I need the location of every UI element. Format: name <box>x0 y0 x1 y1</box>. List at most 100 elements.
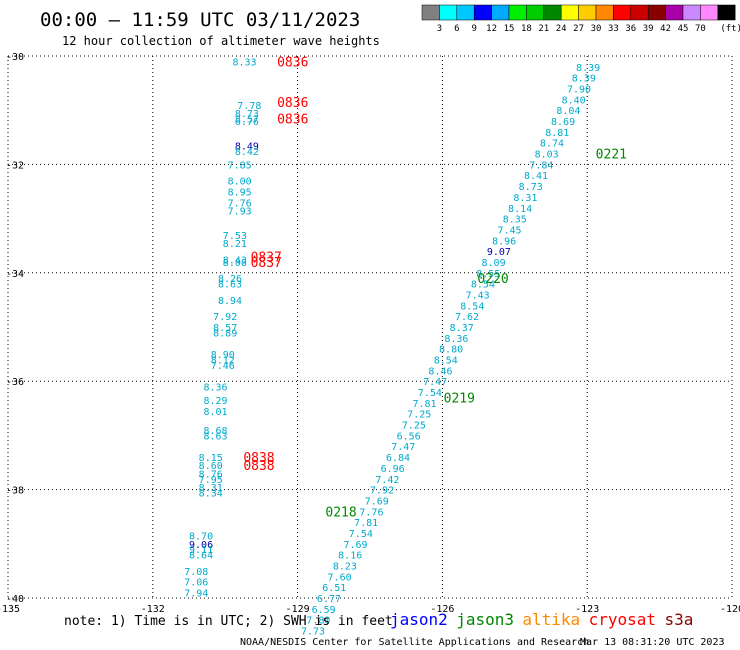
x-tick-label: -126 <box>430 604 454 615</box>
wave-height-label: 7.53 <box>223 231 247 242</box>
wave-height-label: 7.60 <box>328 572 352 583</box>
wave-height-label: 7.93 <box>228 206 252 217</box>
wave-height-label: 8.29 <box>203 396 227 407</box>
wave-height-label: 8.90 <box>211 350 235 361</box>
wave-height-label: 8.70 <box>189 532 213 543</box>
wave-height-label: 8.54 <box>434 356 458 367</box>
wave-height-label: 7.45 <box>497 225 521 236</box>
colorbar-swatch <box>473 4 492 21</box>
colorbar-label: 9 <box>471 24 476 34</box>
colorbar: 3 6 9 12 15 18 21 24 27 30 33 36 39 42 45 70 (ft) <box>421 4 740 34</box>
colorbar-label: 6 <box>454 24 459 34</box>
colorbar-swatch <box>647 4 666 21</box>
wave-height-label: 7.42 <box>375 475 399 486</box>
wave-height-label: 7.92 <box>370 486 394 497</box>
wave-height-label: 8.46 <box>428 366 452 377</box>
x-tick-label: -135 <box>0 604 20 615</box>
y-tick-label: -34 <box>6 269 24 280</box>
wave-height-label: 7.47 <box>391 442 415 453</box>
wave-height-label: 8.64 <box>189 551 213 562</box>
wave-height-label: 8.09 <box>482 258 506 269</box>
x-tick-label: -129 <box>286 604 310 615</box>
wave-height-label: 8.54 <box>460 301 484 312</box>
wave-height-label: 8.89 <box>213 328 237 339</box>
colorbar-label: 24 <box>556 24 567 34</box>
x-tick-label: -132 <box>141 604 165 615</box>
wave-height-label: 8.41 <box>524 171 548 182</box>
pass-time-label: 0219 <box>444 391 475 406</box>
wave-height-label: 6.51 <box>322 583 346 594</box>
legend-item-altika: altika <box>522 610 580 629</box>
wave-height-label: 8.54 <box>471 280 495 291</box>
wave-height-label: 7.54 <box>418 388 442 399</box>
wave-height-label: 7.25 <box>407 410 431 421</box>
pass-time-label: 0836 <box>277 112 308 127</box>
wave-height-label: 7.47 <box>423 377 447 388</box>
colorbar-unit: (ft) <box>720 24 740 34</box>
colorbar-swatch <box>613 4 632 21</box>
y-tick-label: -32 <box>6 160 24 171</box>
wave-height-label: 7.06 <box>184 578 208 589</box>
wave-height-label: 7.94 <box>184 589 208 600</box>
pass-time-label: 0838 <box>243 451 274 466</box>
wave-height-label: 8.42 <box>235 147 259 158</box>
wave-height-label: 9.06 <box>189 540 213 551</box>
colorbar-swatch <box>682 4 701 21</box>
colorbar-swatch <box>491 4 510 21</box>
colorbar-label: 45 <box>678 24 689 34</box>
legend-item-jason2: jason2 <box>390 610 448 629</box>
wave-height-label: 6.59 <box>312 605 336 616</box>
wave-height-label: 8.37 <box>450 323 474 334</box>
pass-time-label: 0837 <box>251 251 282 266</box>
wave-height-label: 8.03 <box>535 150 559 161</box>
wave-height-label: 8.49 <box>235 141 259 152</box>
wave-height-label: 7.46 <box>211 361 235 372</box>
colorbar-label: 12 <box>486 24 497 34</box>
legend-item-s3a: s3a <box>665 610 694 629</box>
colorbar-swatch <box>665 4 684 21</box>
wave-height-label: 7.08 <box>184 567 208 578</box>
colorbar-swatch <box>560 4 579 21</box>
wave-height-label: 8.04 <box>556 106 580 117</box>
wave-height-label: 8.57 <box>235 114 259 125</box>
wave-height-label: 7.84 <box>529 160 553 171</box>
wave-height-label: 8.21 <box>223 239 247 250</box>
colorbar-swatch <box>421 4 440 21</box>
wave-height-label: 7.92 <box>213 312 237 323</box>
wave-height-label: 8.36 <box>203 383 227 394</box>
pass-time-label: 0220 <box>477 272 508 287</box>
pass-time-label: 0838 <box>243 459 274 474</box>
wave-height-label: 8.60 <box>199 461 223 472</box>
wave-height-label: 7.25 <box>402 421 426 432</box>
wave-height-label: 8.31 <box>513 193 537 204</box>
pass-time-label: 0836 <box>277 55 308 70</box>
colorbar-swatch <box>508 4 527 21</box>
wave-height-label: 6.96 <box>381 464 405 475</box>
x-tick-label: -120 <box>720 604 740 615</box>
wave-height-label: 8.76 <box>199 469 223 480</box>
wave-height-label: 8.40 <box>562 95 586 106</box>
wave-height-label: 6.84 <box>386 453 410 464</box>
y-tick-label: -30 <box>6 52 24 63</box>
colorbar-swatch <box>578 4 597 21</box>
wave-height-label: 8.33 <box>232 57 256 68</box>
colorbar-label: 18 <box>521 24 532 34</box>
wave-height-label: 9.11 <box>189 545 213 556</box>
colorbar-label: 39 <box>643 24 654 34</box>
colorbar-swatch <box>717 4 736 21</box>
wave-height-label: 7.90 <box>567 85 591 96</box>
wave-height-label: 8.39 <box>572 74 596 85</box>
wave-height-label: 7.95 <box>199 475 223 486</box>
grid-lines <box>7 55 733 599</box>
colorbar-swatch <box>595 4 614 21</box>
pass-time-label: 0836 <box>277 96 308 111</box>
wave-height-label: 8.31 <box>199 483 223 494</box>
wave-height-label: 8.34 <box>199 488 223 499</box>
colorbar-label: 36 <box>625 24 636 34</box>
wave-height-label: 7.76 <box>359 507 383 518</box>
satellite-legend: jason2 jason3 altika cryosat s3a <box>390 610 693 629</box>
colorbar-swatch <box>526 4 545 21</box>
wave-height-label: 8.63 <box>203 431 227 442</box>
wave-height-label: 7.69 <box>343 540 367 551</box>
legend-item-cryosat: cryosat <box>589 610 656 629</box>
